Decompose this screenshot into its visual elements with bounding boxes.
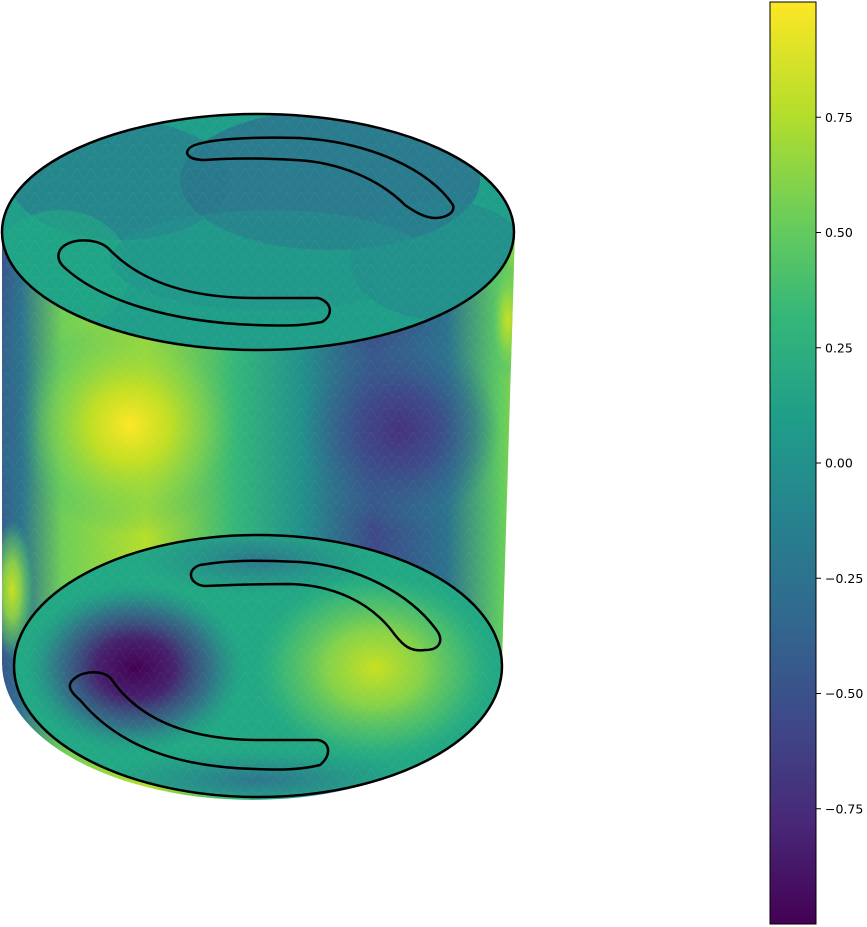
bottom-lower-slot-outline [68, 671, 330, 771]
colorbar-tick-label: 0.00 [825, 456, 853, 471]
colorbar-tick-label: 0.75 [825, 110, 853, 125]
bottom-upper-slot-outline [189, 559, 442, 652]
top-lower-slot-outline [57, 239, 331, 327]
colorbar-tick-label: 0.25 [825, 340, 853, 355]
colorbar: 0.75 0.50 0.25 0.00 −0.25 −0.50 −0.75 [769, 1, 863, 925]
bottom-cap-outline [12, 533, 504, 799]
top-upper-slot-outline [185, 136, 455, 220]
colorbar-ticks: 0.75 0.50 0.25 0.00 −0.25 −0.50 −0.75 [816, 110, 863, 816]
colorbar-tick-label: −0.75 [825, 801, 863, 816]
colorbar-gradient [769, 1, 817, 925]
colorbar-tick-label: −0.25 [825, 571, 863, 586]
colorbar-tick-label: −0.50 [825, 686, 863, 701]
colorbar-tick-label: 0.50 [825, 225, 853, 240]
top-cap-outline [0, 112, 516, 352]
